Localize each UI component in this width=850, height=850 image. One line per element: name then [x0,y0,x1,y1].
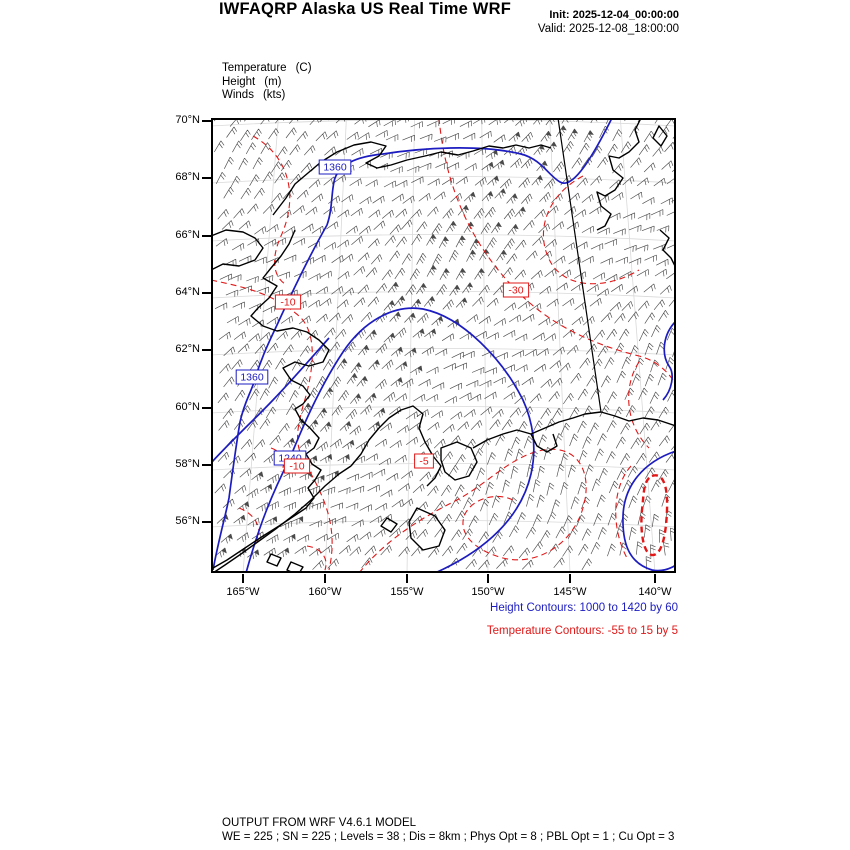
wind-barbs-layer [213,118,676,571]
lat-tick [202,407,211,409]
lon-tick [324,574,326,583]
lat-label: 56°N [175,515,200,527]
legend-temperature-unit: (C) [295,62,312,74]
height-contour-label: 1360 [318,159,352,175]
svg-text:-30: -30 [508,285,523,297]
init-timestamp: Init: 2025-12-04_00:00:00 [549,9,679,21]
model-config-line: WE = 225 ; SN = 225 ; Levels = 38 ; Dis … [222,831,675,843]
temperature-contour-label: -10 [274,294,302,310]
lon-tick [242,574,244,583]
lat-label: 60°N [175,401,200,413]
lat-label: 64°N [175,286,200,298]
lon-tick [487,574,489,583]
legend-row-height: Height (m) [222,76,312,90]
cold-core-blob [640,474,669,557]
init-label: Init: [549,9,570,21]
map-frame [211,118,676,573]
lon-label: 140°W [638,586,672,598]
lat-label: 62°N [175,343,200,355]
lon-tick [406,574,408,583]
valid-label: Valid: [537,23,566,35]
lon-label: 150°W [471,586,505,598]
temperature-contours-caption: Temperature Contours: -55 to 15 by 5 [486,625,678,637]
lat-tick [202,235,211,237]
legend-winds-unit: (kts) [262,89,286,101]
valid-value: 2025-12-08_18:00:00 [569,23,679,35]
lat-tick [202,521,211,523]
page-title: IWFAQRP Alaska US Real Time WRF [219,0,511,18]
svg-text:1360: 1360 [323,162,347,174]
init-value: 2025-12-04_00:00:00 [572,9,679,21]
height-contour-label: 1360 [235,369,269,385]
svg-text:-10: -10 [280,297,295,309]
lon-label: 160°W [308,586,342,598]
height-contours-layer [211,118,676,573]
svg-text:-5: -5 [419,456,428,468]
lon-label: 145°W [553,586,587,598]
legend-row-temperature: Temperature (C) [222,62,312,76]
wrf-map-panel: 136013601240-30-10-10-5 [211,118,676,573]
legend-row-winds: Winds (kts) [222,89,312,103]
temperature-contour-label: -5 [414,453,434,469]
legend-winds-name: Winds [222,89,254,101]
lat-tick [202,349,211,351]
height-contours-caption: Height Contours: 1000 to 1420 by 60 [490,602,678,614]
lat-tick [202,292,211,294]
legend-temperature-name: Temperature [222,62,287,74]
svg-text:-10: -10 [289,461,304,473]
temperature-contour-label: -30 [502,282,530,298]
coastline-layer [211,118,676,573]
lat-label: 66°N [175,229,200,241]
valid-timestamp: Valid: 2025-12-08_18:00:00 [538,23,679,35]
legend-height-unit: (m) [264,75,282,88]
temperature-contours-layer [211,118,676,573]
lat-label: 58°N [175,458,200,470]
lon-tick [654,574,656,583]
lat-label: 68°N [175,171,200,183]
lat-tick [202,177,211,179]
lon-label: 165°W [226,586,260,598]
lon-tick [569,574,571,583]
legend-height-name: Height [222,75,256,88]
lat-tick [202,120,211,122]
field-legend: Temperature (C) Height (m) Winds (kts) [222,62,312,103]
border-141w [557,118,602,413]
lon-label: 155°W [390,586,424,598]
temperature-contour-label: -10 [283,458,311,474]
lat-label: 70°N [175,114,200,126]
model-info-footer: OUTPUT FROM WRF V4.6.1 MODEL WE = 225 ; … [222,816,674,844]
contour-labels-layer: 136013601240-30-10-10-5 [235,159,530,474]
wrf-map: 136013601240-30-10-10-5 [211,118,676,573]
model-version-line: OUTPUT FROM WRF V4.6.1 MODEL [222,817,417,829]
lat-tick [202,464,211,466]
svg-text:1360: 1360 [240,372,264,384]
